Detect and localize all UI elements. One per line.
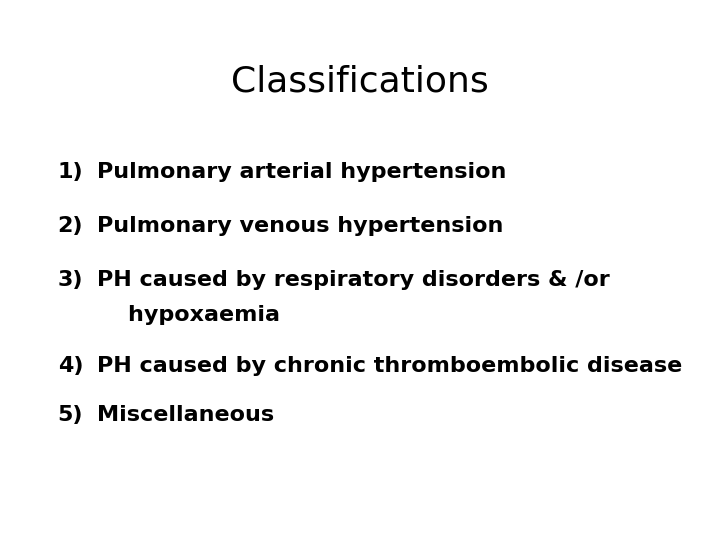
Text: 5): 5) [58, 405, 83, 425]
Text: Pulmonary venous hypertension: Pulmonary venous hypertension [97, 216, 503, 236]
Text: PH caused by respiratory disorders & /or: PH caused by respiratory disorders & /or [97, 270, 610, 290]
Text: 2): 2) [58, 216, 83, 236]
Text: hypoxaemia: hypoxaemia [97, 305, 280, 325]
Text: 3): 3) [58, 270, 83, 290]
Text: 1): 1) [58, 162, 84, 182]
Text: Pulmonary arterial hypertension: Pulmonary arterial hypertension [97, 162, 507, 182]
Text: PH caused by chronic thromboembolic disease: PH caused by chronic thromboembolic dise… [97, 356, 683, 376]
Text: Miscellaneous: Miscellaneous [97, 405, 274, 425]
Text: 4): 4) [58, 356, 83, 376]
Text: Classifications: Classifications [231, 65, 489, 99]
